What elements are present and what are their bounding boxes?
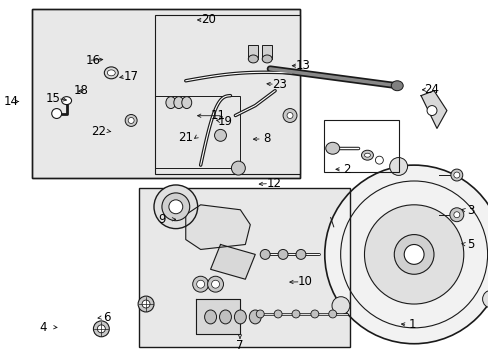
Ellipse shape [231,161,245,175]
Ellipse shape [107,70,115,76]
Text: 22: 22 [90,125,105,138]
Ellipse shape [219,310,231,324]
Ellipse shape [274,310,282,318]
Ellipse shape [340,181,487,328]
Ellipse shape [138,296,154,312]
Ellipse shape [389,158,407,175]
Text: 2: 2 [343,163,350,176]
Bar [262,45,272,59]
Ellipse shape [291,310,299,318]
Text: 8: 8 [263,132,270,145]
Text: 11: 11 [210,109,225,122]
Bar [32,9,299,178]
Ellipse shape [364,205,463,304]
Ellipse shape [426,105,436,116]
Ellipse shape [283,109,296,122]
Ellipse shape [207,276,223,292]
Ellipse shape [211,280,219,288]
Ellipse shape [168,200,183,214]
Polygon shape [210,244,255,279]
Polygon shape [420,91,446,129]
Ellipse shape [192,276,208,292]
Ellipse shape [162,193,189,221]
Text: 7: 7 [236,338,243,351]
Text: 6: 6 [102,311,110,324]
Ellipse shape [310,310,318,318]
Polygon shape [195,299,240,334]
Text: 12: 12 [266,177,281,190]
Bar [139,188,349,347]
Ellipse shape [328,310,336,318]
Bar [155,15,299,174]
Text: 4: 4 [40,321,47,334]
Bar [323,121,398,172]
Ellipse shape [331,297,349,315]
Ellipse shape [204,310,216,324]
Ellipse shape [325,142,339,154]
Ellipse shape [393,235,433,274]
Bar [32,9,299,178]
Text: 9: 9 [158,213,166,226]
Ellipse shape [453,172,459,178]
Ellipse shape [248,55,258,63]
Ellipse shape [364,153,370,157]
Text: 16: 16 [86,54,101,67]
Ellipse shape [260,249,269,260]
Ellipse shape [128,117,134,123]
Ellipse shape [52,109,61,118]
Bar [248,45,258,59]
Bar [139,188,349,347]
Text: 14: 14 [3,95,18,108]
Ellipse shape [249,310,261,324]
Ellipse shape [154,185,197,229]
Ellipse shape [375,156,383,164]
Ellipse shape [295,249,305,260]
Text: 23: 23 [272,78,286,91]
Ellipse shape [234,310,246,324]
Ellipse shape [450,169,462,181]
Ellipse shape [482,290,488,308]
Bar [155,96,240,168]
Text: 10: 10 [298,275,312,288]
Text: 20: 20 [201,13,215,27]
Text: 21: 21 [178,131,193,144]
Ellipse shape [196,280,204,288]
Ellipse shape [404,244,423,264]
Polygon shape [185,205,250,249]
Ellipse shape [165,96,176,109]
Ellipse shape [104,67,118,79]
Ellipse shape [61,96,71,105]
Ellipse shape [453,212,459,218]
Text: 1: 1 [408,318,415,331]
Ellipse shape [125,114,137,126]
Text: 19: 19 [218,114,232,127]
Text: 5: 5 [466,238,473,251]
Ellipse shape [262,55,272,63]
Ellipse shape [174,96,183,109]
Ellipse shape [142,300,150,308]
Text: 17: 17 [123,70,138,83]
Ellipse shape [390,81,403,91]
Text: 13: 13 [295,59,310,72]
Bar [32,9,299,178]
Ellipse shape [449,208,463,222]
Text: 3: 3 [466,204,473,217]
Ellipse shape [182,96,191,109]
Ellipse shape [97,325,105,333]
Text: 24: 24 [424,83,438,96]
Ellipse shape [278,249,287,260]
Ellipse shape [93,321,109,337]
Text: 15: 15 [45,92,61,105]
Ellipse shape [324,165,488,344]
Ellipse shape [256,310,264,318]
Text: 18: 18 [74,84,88,97]
Ellipse shape [361,150,373,160]
Ellipse shape [286,113,292,118]
Ellipse shape [214,129,226,141]
